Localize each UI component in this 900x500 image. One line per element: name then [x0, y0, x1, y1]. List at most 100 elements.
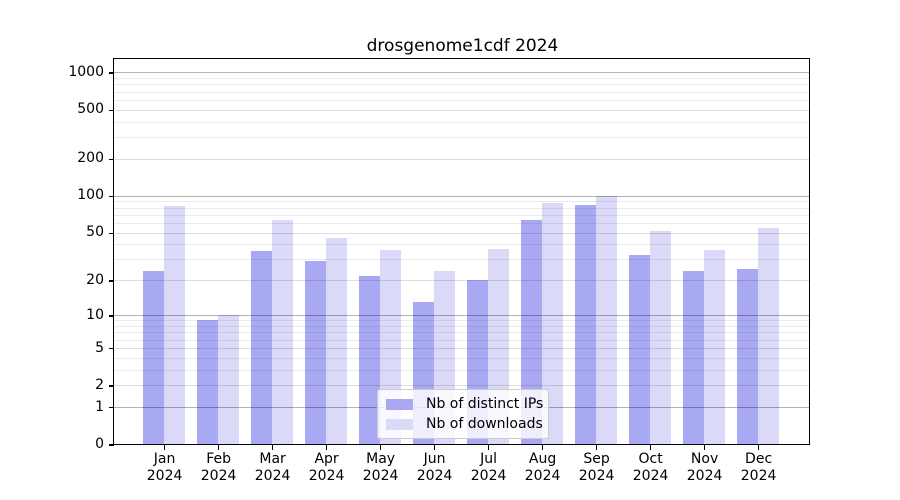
x-tick-year: 2024 — [308, 468, 345, 484]
x-tick-label: Feb 2024 — [187, 451, 251, 485]
x-tick-label: Jan 2024 — [133, 451, 197, 485]
y-tick-label: 500 — [77, 101, 104, 118]
y-tick-mark — [109, 232, 114, 234]
x-tick-mark — [649, 445, 652, 450]
gridline — [114, 109, 810, 111]
x-tick-label: Apr 2024 — [295, 451, 359, 485]
x-tick-year: 2024 — [524, 468, 561, 484]
minor-gridline — [114, 201, 810, 203]
x-tick-month: Aug — [528, 451, 557, 467]
x-tick-year: 2024 — [146, 468, 183, 484]
bar-downloads — [541, 203, 563, 445]
y-tick-label: 200 — [77, 150, 104, 167]
minor-gridline — [114, 99, 810, 101]
x-tick-month: Dec — [745, 451, 773, 467]
minor-gridline — [114, 339, 810, 341]
y-tick-label: 50 — [86, 224, 104, 241]
x-tick-month: Sep — [583, 451, 610, 467]
legend-label-downloads: Nb of downloads — [426, 416, 543, 432]
y-tick-label: 20 — [86, 272, 104, 289]
bar-downloads — [217, 315, 239, 445]
bar-distinct-ips — [736, 268, 758, 445]
x-tick-year: 2024 — [416, 468, 453, 484]
x-tick-mark — [163, 445, 166, 450]
bar-distinct-ips — [196, 320, 218, 445]
minor-gridline — [114, 223, 810, 224]
y-tick-mark — [109, 72, 114, 74]
gridline — [114, 158, 810, 160]
x-tick-label: Dec 2024 — [727, 451, 791, 485]
bar-downloads — [595, 195, 617, 445]
bar-distinct-ips — [250, 251, 272, 445]
minor-gridline — [114, 244, 810, 246]
major-gridline — [114, 195, 810, 197]
x-tick-year: 2024 — [254, 468, 291, 484]
bar-distinct-ips — [358, 275, 380, 445]
x-tick-month: Apr — [314, 451, 339, 467]
minor-gridline — [114, 214, 810, 216]
minor-gridline — [114, 357, 810, 359]
x-tick-month: Feb — [206, 451, 231, 467]
x-tick-year: 2024 — [632, 468, 669, 484]
x-tick-year: 2024 — [470, 468, 507, 484]
x-tick-label: Nov 2024 — [673, 451, 737, 485]
minor-gridline — [114, 332, 810, 334]
gridline — [114, 232, 810, 234]
minor-gridline — [114, 84, 810, 86]
legend-swatch-downloads — [386, 418, 413, 430]
y-tick-mark — [109, 385, 114, 387]
y-tick-label: 2 — [95, 376, 104, 393]
x-tick-year: 2024 — [362, 468, 399, 484]
y-tick-mark — [109, 315, 114, 317]
y-tick-label: 1000 — [68, 63, 104, 80]
bar-downloads — [649, 230, 671, 445]
minor-gridline — [114, 91, 810, 93]
minor-gridline — [114, 326, 810, 328]
bar-downloads — [271, 219, 293, 445]
x-tick-mark — [595, 445, 598, 450]
gridline — [114, 385, 810, 387]
x-tick-label: Jun 2024 — [403, 451, 467, 485]
minor-gridline — [114, 137, 810, 139]
x-tick-year: 2024 — [578, 468, 615, 484]
bar-distinct-ips — [682, 271, 704, 445]
x-tick-label: Aug 2024 — [511, 451, 575, 485]
legend: Nb of distinct IPs Nb of downloads — [377, 389, 549, 439]
x-tick-label: Sep 2024 — [565, 451, 629, 485]
x-tick-month: Jun — [423, 451, 446, 467]
x-tick-year: 2024 — [686, 468, 723, 484]
x-tick-label: Mar 2024 — [241, 451, 305, 485]
bar-downloads — [757, 227, 779, 445]
y-tick-mark — [109, 280, 114, 282]
x-tick-year: 2024 — [200, 468, 237, 484]
y-tick-label: 10 — [86, 306, 104, 323]
x-tick-mark — [541, 445, 544, 450]
x-tick-label: Jul 2024 — [457, 451, 521, 485]
plot-area — [113, 58, 811, 446]
bar-distinct-ips — [628, 254, 650, 445]
minor-gridline — [114, 207, 810, 209]
x-tick-label: May 2024 — [349, 451, 413, 485]
x-tick-mark — [487, 445, 490, 450]
minor-gridline — [114, 121, 810, 123]
gridline — [114, 280, 810, 282]
x-tick-mark — [217, 445, 220, 450]
y-tick-mark — [109, 444, 114, 446]
legend-label-distinct-ips: Nb of distinct IPs — [426, 396, 544, 412]
gridline — [114, 347, 810, 349]
y-tick-mark — [109, 406, 114, 409]
minor-gridline — [114, 369, 810, 371]
x-tick-month: Nov — [690, 451, 719, 467]
x-tick-mark — [325, 445, 328, 450]
y-tick-mark — [109, 109, 114, 111]
chart-title: drosgenome1cdf 2024 — [366, 36, 559, 56]
x-tick-month: Jan — [153, 451, 176, 467]
x-tick-mark — [433, 445, 436, 450]
minor-gridline — [114, 259, 810, 261]
x-tick-label: Oct 2024 — [619, 451, 683, 485]
x-tick-month: Mar — [259, 451, 286, 467]
legend-entry-downloads: Nb of downloads — [386, 416, 543, 432]
bar-downloads — [163, 205, 185, 445]
x-tick-mark — [703, 445, 706, 450]
